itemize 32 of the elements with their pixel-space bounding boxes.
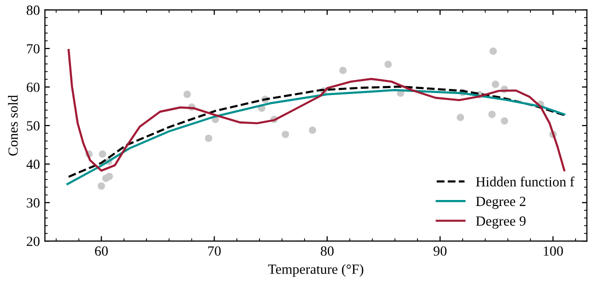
legend-label: Hidden function f bbox=[476, 176, 574, 186]
y-tick-label: 40 bbox=[26, 160, 40, 170]
x-tick-label: 80 bbox=[320, 246, 334, 256]
point bbox=[488, 110, 496, 118]
x-tick-label: 70 bbox=[208, 246, 221, 256]
point bbox=[339, 66, 347, 74]
point bbox=[456, 114, 464, 122]
y-axis-title: Cones sold bbox=[8, 95, 18, 156]
point bbox=[489, 48, 497, 55]
point bbox=[98, 182, 106, 190]
point bbox=[184, 90, 191, 98]
point bbox=[98, 150, 106, 158]
y-tick-label: 80 bbox=[26, 6, 40, 15]
y-tick-label: 50 bbox=[26, 121, 40, 130]
x-tick-label: 100 bbox=[544, 246, 563, 256]
legend-label: Degree 9 bbox=[476, 216, 526, 229]
y-tick-label: 20 bbox=[26, 236, 40, 246]
point bbox=[500, 117, 508, 125]
x-axis-title: Temperature (°F) bbox=[268, 264, 364, 277]
x-tick-label: 60 bbox=[95, 246, 108, 256]
x-tick-label: 90 bbox=[434, 246, 446, 256]
line-series bbox=[68, 48, 566, 172]
point bbox=[106, 172, 113, 180]
point bbox=[384, 60, 392, 68]
point bbox=[282, 130, 290, 138]
point bbox=[308, 126, 316, 134]
y-tick-label: 30 bbox=[26, 198, 40, 208]
point bbox=[492, 80, 500, 88]
legend-label: Degree 2 bbox=[476, 196, 526, 209]
y-tick-label: 70 bbox=[27, 44, 40, 54]
y-tick-label: 60 bbox=[26, 82, 40, 92]
point bbox=[204, 134, 212, 142]
